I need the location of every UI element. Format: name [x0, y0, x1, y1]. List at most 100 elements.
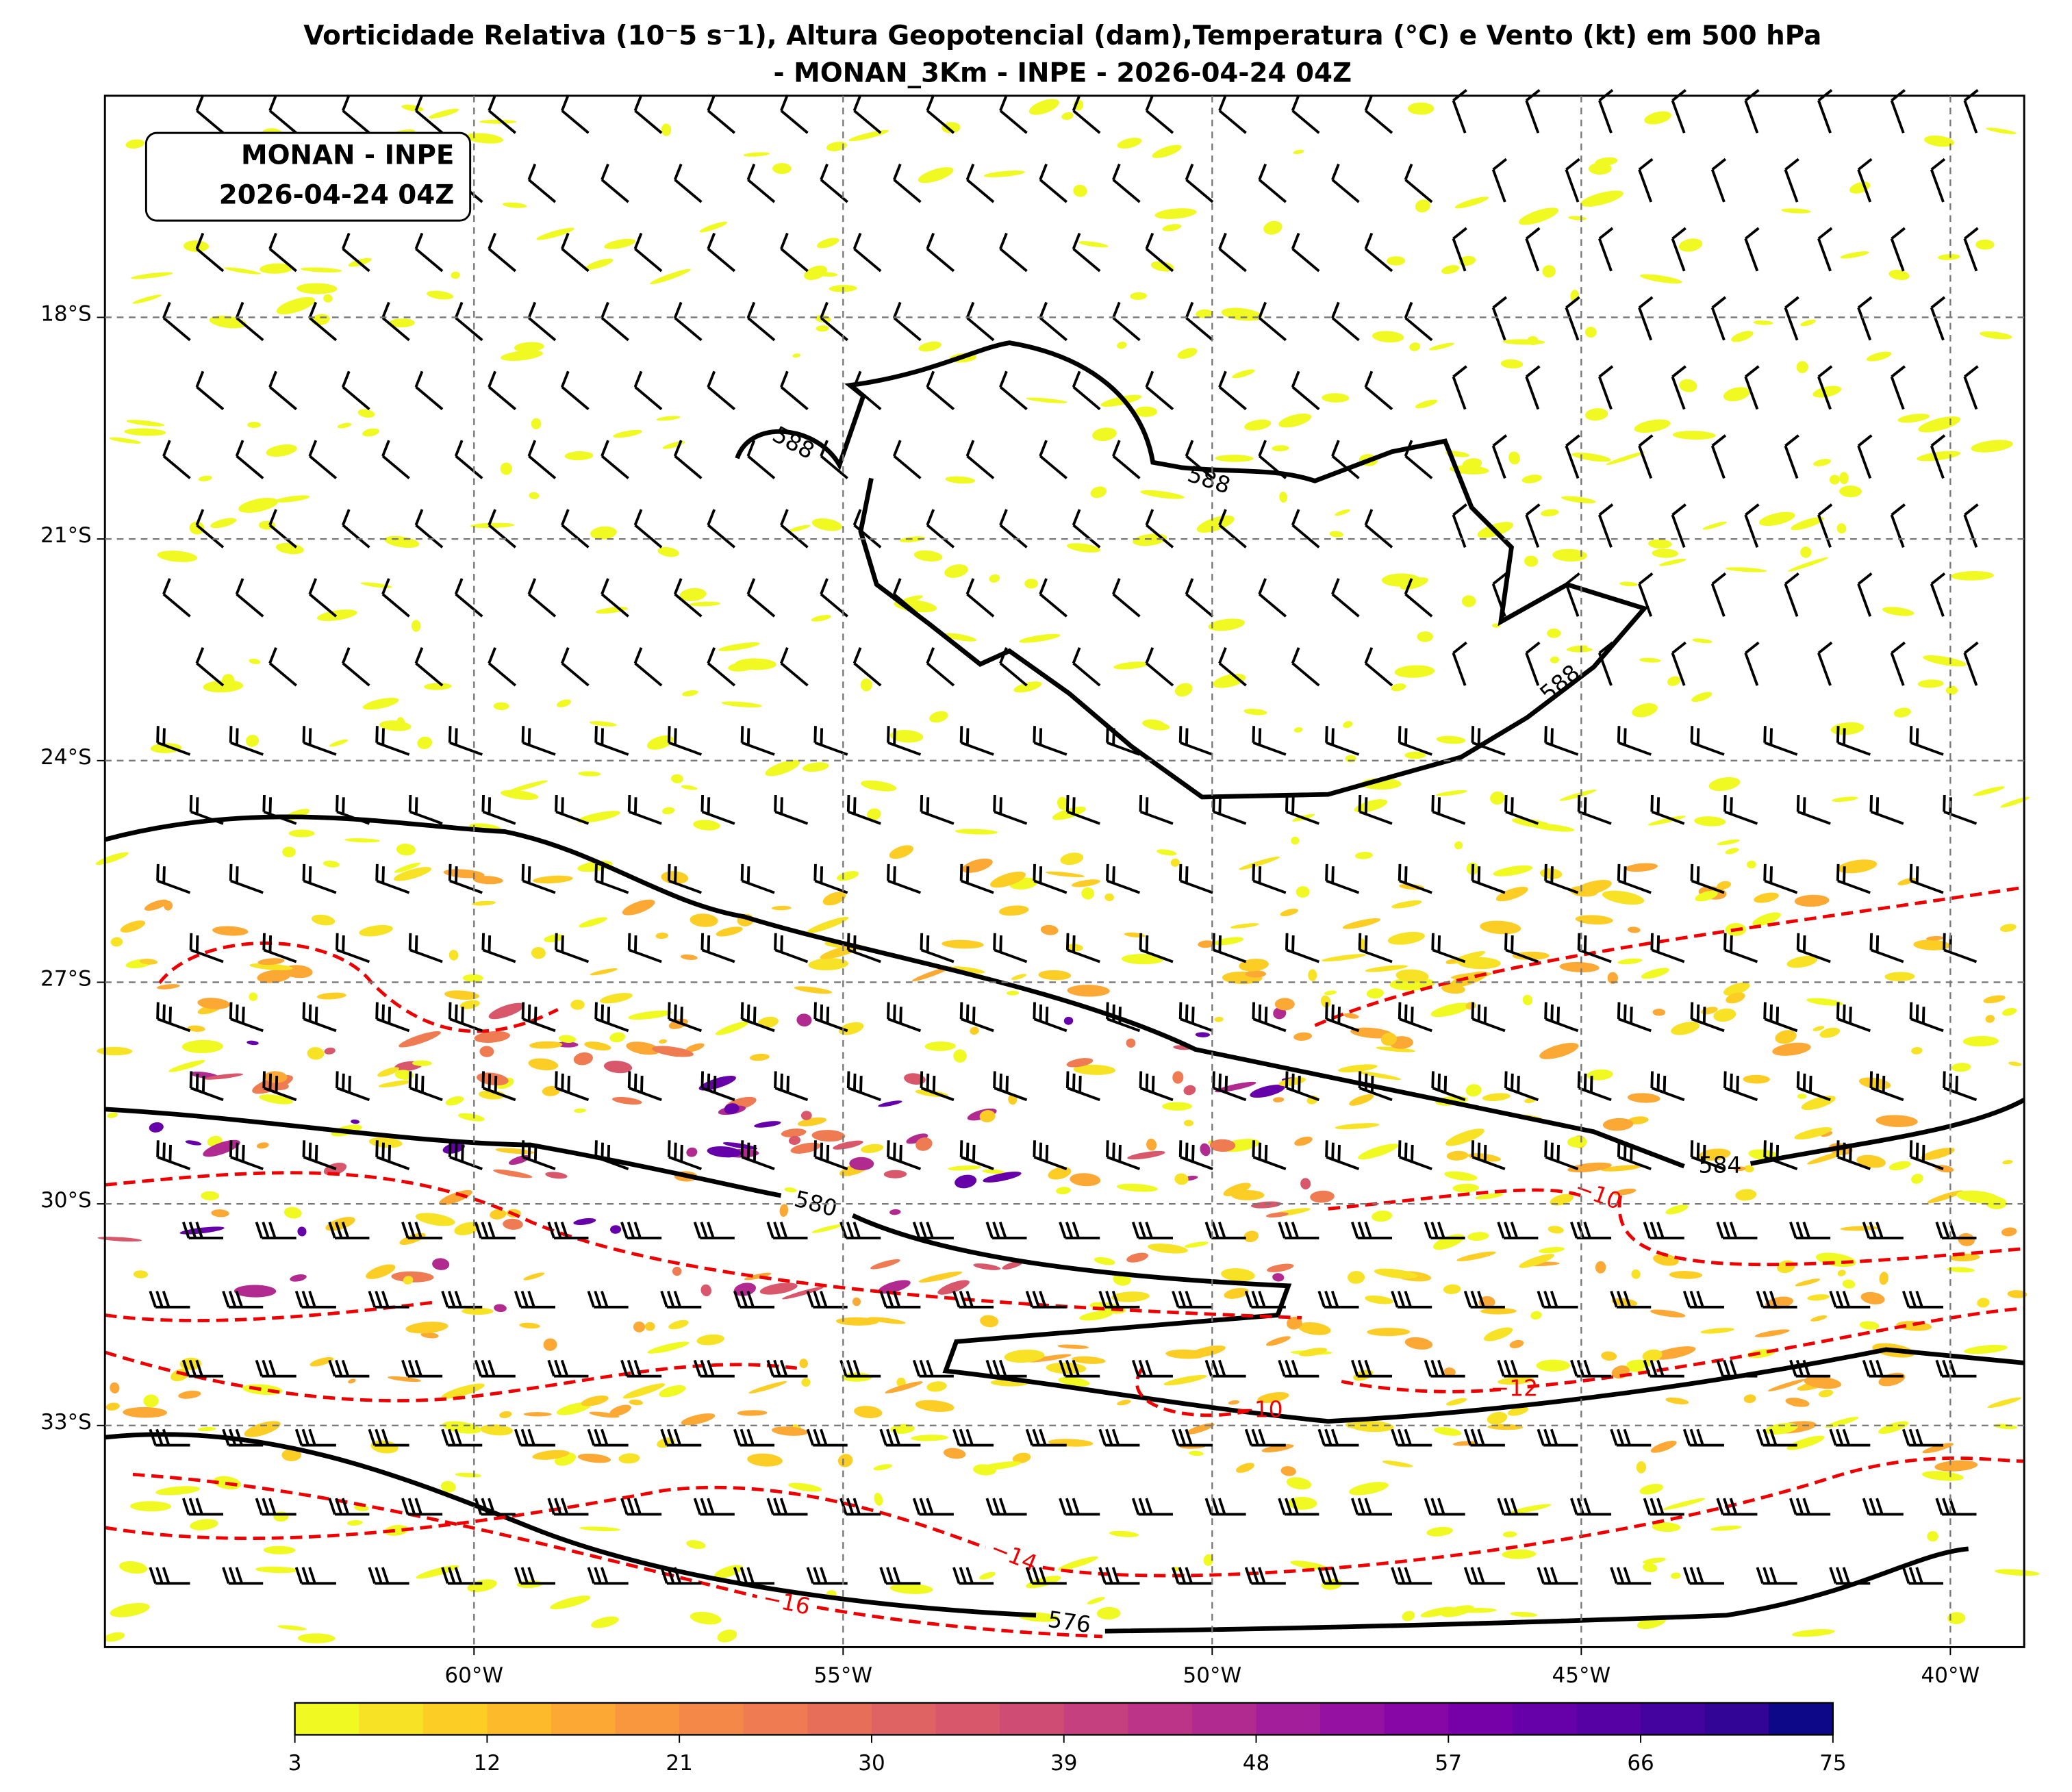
wind-barb — [547, 1222, 589, 1239]
barb-flag — [1111, 1428, 1120, 1446]
barb-shaft — [1638, 583, 1653, 617]
vorticity-patch — [1547, 1226, 1564, 1234]
barb-flag — [746, 1290, 755, 1308]
vorticity-patch — [357, 409, 375, 418]
wind-barb — [1131, 1222, 1173, 1239]
barb-flag — [561, 647, 570, 664]
barb-flag — [820, 1004, 824, 1022]
vorticity-patch — [97, 1237, 142, 1242]
barb-flag — [189, 794, 193, 812]
vorticity-patch — [618, 1453, 640, 1464]
wind-barb — [1139, 794, 1174, 825]
barb-flag — [1729, 1222, 1738, 1239]
vorticity-patch — [1791, 1629, 1835, 1637]
annotation-line: 2026-04-24 04Z — [219, 180, 455, 211]
barb-flag — [368, 1290, 376, 1308]
vorticity-patch — [918, 341, 942, 352]
barb-shaft — [1252, 741, 1287, 756]
barb-flag — [308, 1004, 312, 1022]
barb-flag — [195, 1073, 199, 1091]
wind-barb — [887, 726, 922, 756]
barb-flag — [1145, 94, 1154, 112]
vorticity-patch — [1354, 799, 1388, 813]
vorticity-patch — [344, 838, 380, 843]
barb-flag — [1364, 1359, 1372, 1377]
barb-flag — [892, 1567, 901, 1584]
barb-flag — [1650, 1359, 1658, 1377]
vorticity-patch — [870, 1259, 900, 1270]
barb-shaft — [820, 455, 848, 479]
vorticity-patch — [973, 1263, 1001, 1270]
wind-barb — [1033, 1140, 1067, 1170]
wind-barb — [892, 301, 922, 342]
barb-shaft — [853, 247, 882, 273]
barb-flag — [1829, 1567, 1837, 1584]
barb-flag — [1131, 1498, 1140, 1515]
barb-shaft — [1963, 652, 1978, 686]
barb-flag — [1577, 933, 1581, 950]
barb-flag — [1244, 1567, 1253, 1584]
barb-flag — [514, 1290, 522, 1308]
barb-flag — [188, 1359, 197, 1377]
vorticity-patch — [609, 1225, 622, 1234]
wind-barb — [1930, 157, 1946, 203]
barb-flag — [1656, 797, 1660, 814]
barb-flag — [401, 1359, 409, 1377]
vorticity-patch — [1627, 1093, 1660, 1103]
barb-flag — [1470, 1290, 1478, 1308]
vorticity-patch — [531, 947, 546, 959]
wind-barb — [999, 647, 1028, 687]
barb-flag — [1039, 1142, 1043, 1160]
wind-barb — [1597, 365, 1614, 410]
barb-flag — [1278, 1498, 1286, 1515]
barb-flag — [813, 1290, 821, 1308]
barb-flag — [1617, 1140, 1621, 1157]
barb-flag — [481, 1222, 489, 1239]
barb-flag — [1430, 1498, 1439, 1515]
vorticity-patch — [119, 1561, 148, 1574]
vorticity-patch — [1150, 261, 1174, 272]
wind-barb — [627, 794, 662, 825]
wind-barb — [1391, 1428, 1432, 1447]
barb-shaft — [966, 455, 995, 479]
barb-flag — [1072, 647, 1081, 664]
barb-shaft — [1432, 810, 1466, 825]
vorticity-patch — [873, 1464, 892, 1471]
vorticity-patch — [1067, 543, 1100, 553]
vorticity-patch — [1349, 1094, 1374, 1106]
vorticity-patch — [1057, 796, 1069, 810]
wind-barb — [561, 232, 590, 273]
vorticity-patch — [788, 1135, 801, 1145]
vorticity-patch — [444, 990, 479, 1000]
barb-flag — [700, 1359, 708, 1377]
contour-label: 576 — [1046, 1606, 1093, 1638]
barb-flag — [1172, 1290, 1180, 1308]
barb-shaft — [774, 948, 809, 963]
wind-barb — [993, 794, 1028, 825]
barb-flag — [1364, 935, 1368, 952]
barb-shaft — [1963, 238, 1978, 272]
vorticity-patch — [811, 1224, 844, 1233]
barb-flag — [1583, 1073, 1587, 1091]
barb-shaft — [961, 879, 994, 894]
vorticity-patch — [1879, 1272, 1888, 1285]
wind-barb — [999, 94, 1028, 134]
wind-barb — [668, 1140, 702, 1170]
barb-flag — [561, 94, 570, 112]
barb-flag — [1431, 794, 1435, 812]
barb-flag — [673, 1428, 682, 1446]
barb-shaft — [488, 386, 517, 411]
vorticity-patch — [1343, 1013, 1359, 1019]
vorticity-patch — [672, 1266, 682, 1276]
barb-flag — [162, 1428, 170, 1446]
wind-barb — [1671, 227, 1686, 272]
barb-shaft — [1930, 445, 1945, 479]
vorticity-patch — [1875, 1115, 1918, 1127]
vorticity-patch — [911, 1435, 948, 1441]
barb-flag — [1072, 94, 1081, 112]
vorticity-patch — [759, 1283, 798, 1295]
vorticity-patch — [1335, 509, 1350, 516]
barb-flag — [1145, 935, 1149, 952]
barb-flag — [1145, 509, 1154, 526]
colorbar-tick-label: 66 — [1627, 1751, 1654, 1776]
